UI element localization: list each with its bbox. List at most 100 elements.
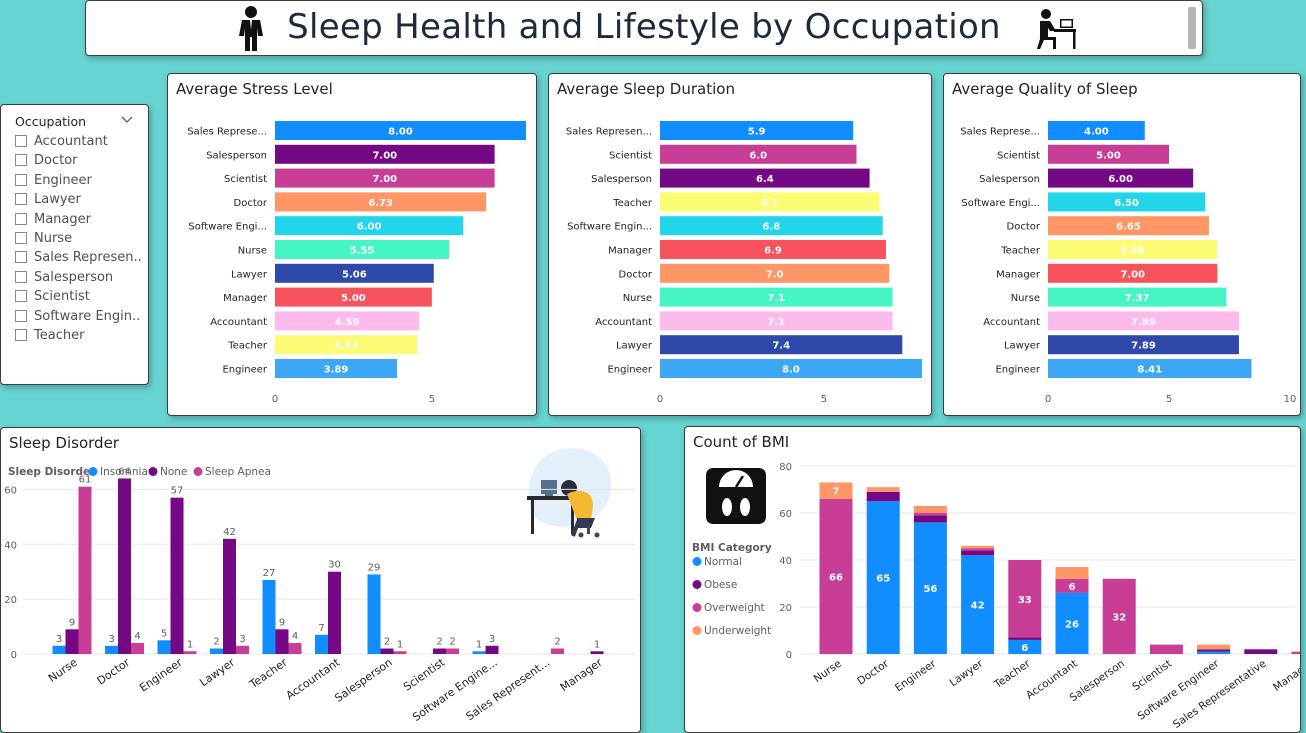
header-scrollbar[interactable] xyxy=(1188,7,1196,49)
bar-lawyer[interactable] xyxy=(1048,335,1239,355)
bar-none-engineer[interactable] xyxy=(170,497,184,654)
checkbox[interactable] xyxy=(15,329,27,341)
checkbox[interactable] xyxy=(15,154,27,167)
bar-none-software-engine[interactable] xyxy=(485,645,499,654)
bar-sleep-apnea-scientist[interactable] xyxy=(446,648,459,654)
bar-insomnia-engineer[interactable] xyxy=(157,640,171,654)
legend-entry[interactable]: Underweight xyxy=(704,625,771,637)
bar-sleep-apnea-nurse[interactable] xyxy=(78,486,92,654)
bar-overweight-nurse[interactable] xyxy=(819,498,853,654)
bar-sales-representative[interactable] xyxy=(1048,121,1145,140)
chevron-down-icon[interactable] xyxy=(120,112,134,126)
bar-sleep-apnea-engineer[interactable] xyxy=(183,651,197,654)
bar-overweight-salesperson[interactable] xyxy=(1102,578,1136,654)
bar-normal-lawyer[interactable] xyxy=(961,555,995,654)
bar-none-manager[interactable] xyxy=(590,651,604,654)
checkbox[interactable] xyxy=(15,251,27,264)
legend-marker[interactable] xyxy=(692,626,702,635)
legend-entry[interactable]: Insomnia xyxy=(100,466,148,478)
bar-underweight-nurse[interactable] xyxy=(819,482,853,499)
bar-normal-accountant[interactable] xyxy=(1055,592,1089,654)
bar-engineer[interactable] xyxy=(275,359,398,378)
slicer-item-teacher[interactable]: Teacher xyxy=(15,328,141,346)
bar-none-doctor[interactable] xyxy=(118,478,131,654)
bar-doctor[interactable] xyxy=(660,263,890,283)
legend-entry[interactable]: Obese xyxy=(704,579,737,591)
legend-marker[interactable] xyxy=(193,467,203,476)
checkbox[interactable] xyxy=(15,193,27,206)
legend-marker[interactable] xyxy=(88,467,98,476)
legend-entry[interactable]: Normal xyxy=(704,556,742,568)
bar-software-engineer[interactable] xyxy=(1048,192,1206,212)
legend-entry[interactable]: Overweight xyxy=(704,602,765,614)
checkbox[interactable] xyxy=(15,212,27,225)
bar-software-engineer[interactable] xyxy=(275,216,464,236)
slicer-item-salesperson[interactable]: Salesperson xyxy=(15,270,141,288)
slicer-item-scientist[interactable]: Scientist xyxy=(15,289,141,307)
bar-manager[interactable] xyxy=(275,287,432,307)
bar-accountant[interactable] xyxy=(275,311,420,331)
bar-doctor[interactable] xyxy=(275,192,487,212)
bar-doctor[interactable] xyxy=(1048,216,1209,236)
bar-overweight-lawyer[interactable] xyxy=(961,548,995,551)
slicer-item-doctor[interactable]: Doctor xyxy=(15,153,141,171)
bar-insomnia-nurse[interactable] xyxy=(52,645,66,654)
bar-manager[interactable] xyxy=(1048,263,1218,283)
bar-obese-teacher[interactable] xyxy=(1008,637,1042,640)
bar-overweight-manager[interactable] xyxy=(1291,651,1301,654)
bar-obese-software-engineer[interactable] xyxy=(1197,649,1231,652)
legend-entry[interactable]: None xyxy=(160,466,187,478)
bar-software-engineer[interactable] xyxy=(660,216,883,236)
bar-none-salesperson[interactable] xyxy=(380,648,394,654)
bar-none-accountant[interactable] xyxy=(328,571,341,654)
slicer-item-accountant[interactable]: Accountant xyxy=(15,134,141,152)
slicer-item-engineer[interactable]: Engineer xyxy=(15,173,141,191)
bar-sleep-apnea-lawyer[interactable] xyxy=(236,645,249,654)
slicer-item-manager[interactable]: Manager xyxy=(15,212,141,230)
slicer-item-lawyer[interactable]: Lawyer xyxy=(15,192,141,210)
bar-insomnia-lawyer[interactable] xyxy=(210,648,223,654)
bar-overweight-scientist[interactable] xyxy=(1149,644,1183,654)
checkbox[interactable] xyxy=(15,270,27,283)
legend-marker[interactable] xyxy=(692,603,702,612)
checkbox[interactable] xyxy=(15,232,27,244)
bar-underweight-lawyer[interactable] xyxy=(961,545,995,549)
checkbox[interactable] xyxy=(15,135,27,147)
bar-obese-sales-representative[interactable] xyxy=(1244,649,1278,654)
bar-obese-doctor[interactable] xyxy=(866,491,900,502)
bar-overweight-engineer[interactable] xyxy=(913,513,947,516)
bar-sleep-apnea-salesperson[interactable] xyxy=(393,651,407,654)
bar-sleep-apnea-doctor[interactable] xyxy=(131,643,144,654)
bar-normal-software-engineer[interactable] xyxy=(1197,651,1231,654)
bar-none-teacher[interactable] xyxy=(275,629,289,654)
bar-none-nurse[interactable] xyxy=(65,629,79,654)
bar-underweight-doctor[interactable] xyxy=(866,487,900,492)
bar-manager[interactable] xyxy=(660,240,886,259)
bar-teacher[interactable] xyxy=(660,192,880,212)
slicer-item-sales-represen[interactable]: Sales Represen... xyxy=(15,250,141,268)
bar-salesperson[interactable] xyxy=(1048,168,1194,188)
bar-nurse[interactable] xyxy=(1048,287,1227,307)
legend-entry[interactable]: Sleep Apnea xyxy=(205,466,271,478)
bar-insomnia-teacher[interactable] xyxy=(262,579,276,654)
checkbox[interactable] xyxy=(15,173,27,186)
bar-normal-teacher[interactable] xyxy=(1008,639,1042,654)
legend-marker[interactable] xyxy=(148,467,158,476)
bar-sleep-apnea-teacher[interactable] xyxy=(288,643,302,654)
bar-sleep-apnea-sales-represent[interactable] xyxy=(551,648,564,654)
bar-lawyer[interactable] xyxy=(275,263,434,283)
bar-none-lawyer[interactable] xyxy=(223,538,236,654)
bar-normal-doctor[interactable] xyxy=(866,501,900,654)
bar-accountant[interactable] xyxy=(1048,311,1239,331)
bar-scientist[interactable] xyxy=(1048,144,1169,164)
bar-nurse[interactable] xyxy=(660,287,893,307)
legend-marker[interactable] xyxy=(692,557,702,566)
bar-salesperson[interactable] xyxy=(275,144,495,164)
bar-accountant[interactable] xyxy=(660,311,893,331)
bar-underweight-accountant[interactable] xyxy=(1055,567,1089,579)
bar-obese-lawyer[interactable] xyxy=(961,550,995,556)
bar-insomnia-salesperson[interactable] xyxy=(367,574,381,654)
bar-overweight-teacher[interactable] xyxy=(1008,560,1042,638)
bar-scientist[interactable] xyxy=(275,168,495,188)
bar-teacher[interactable] xyxy=(1048,240,1217,259)
